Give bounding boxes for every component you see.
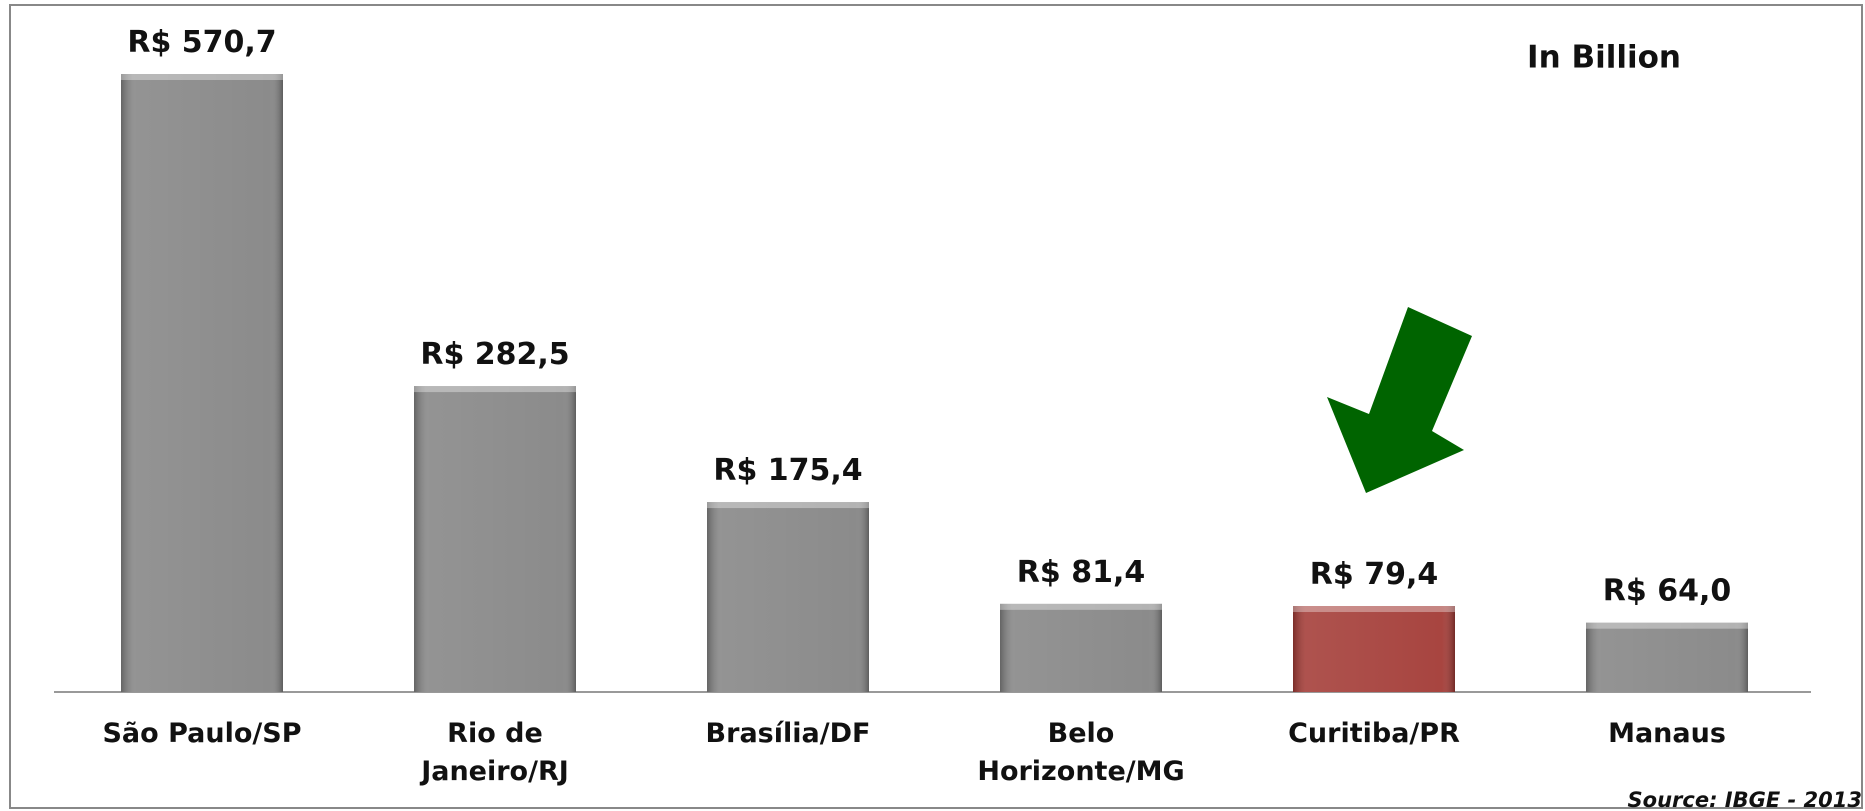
x-tick-label: Belo Horizonte/MG [977, 718, 1184, 787]
bar-bevel [121, 74, 283, 80]
source-note: Source: IBGE - 2013 [1628, 788, 1862, 811]
value-label: R$ 282,5 [420, 337, 569, 372]
bar-shade [1293, 606, 1455, 692]
unit-note: In Billion [1527, 40, 1681, 76]
x-tick-label: Curitiba/PR [1288, 718, 1460, 749]
bar-bevel [1586, 622, 1748, 629]
value-label: R$ 570,7 [127, 25, 276, 60]
bar-shade [1586, 622, 1748, 692]
bar-bevel [1000, 603, 1162, 610]
value-label: R$ 64,0 [1603, 574, 1731, 609]
bar-shade [121, 74, 283, 692]
x-tick-label: Brasília/DF [706, 718, 871, 749]
value-label: R$ 81,4 [1017, 555, 1145, 590]
value-label: R$ 79,4 [1310, 557, 1438, 592]
value-label: R$ 175,4 [713, 453, 862, 488]
bar-shade [414, 386, 576, 692]
bar-shade [707, 502, 869, 692]
arrow [1327, 307, 1472, 493]
bar-bevel [707, 502, 869, 509]
x-tick-label: São Paulo/SP [102, 718, 301, 749]
bar-bevel [1293, 606, 1455, 613]
x-tick-label: Manaus [1608, 718, 1726, 749]
x-tick-label: Rio de Janeiro/RJ [419, 718, 569, 787]
frame [9, 4, 1863, 809]
bar-shade [1000, 603, 1162, 692]
bar-bevel [414, 386, 576, 393]
